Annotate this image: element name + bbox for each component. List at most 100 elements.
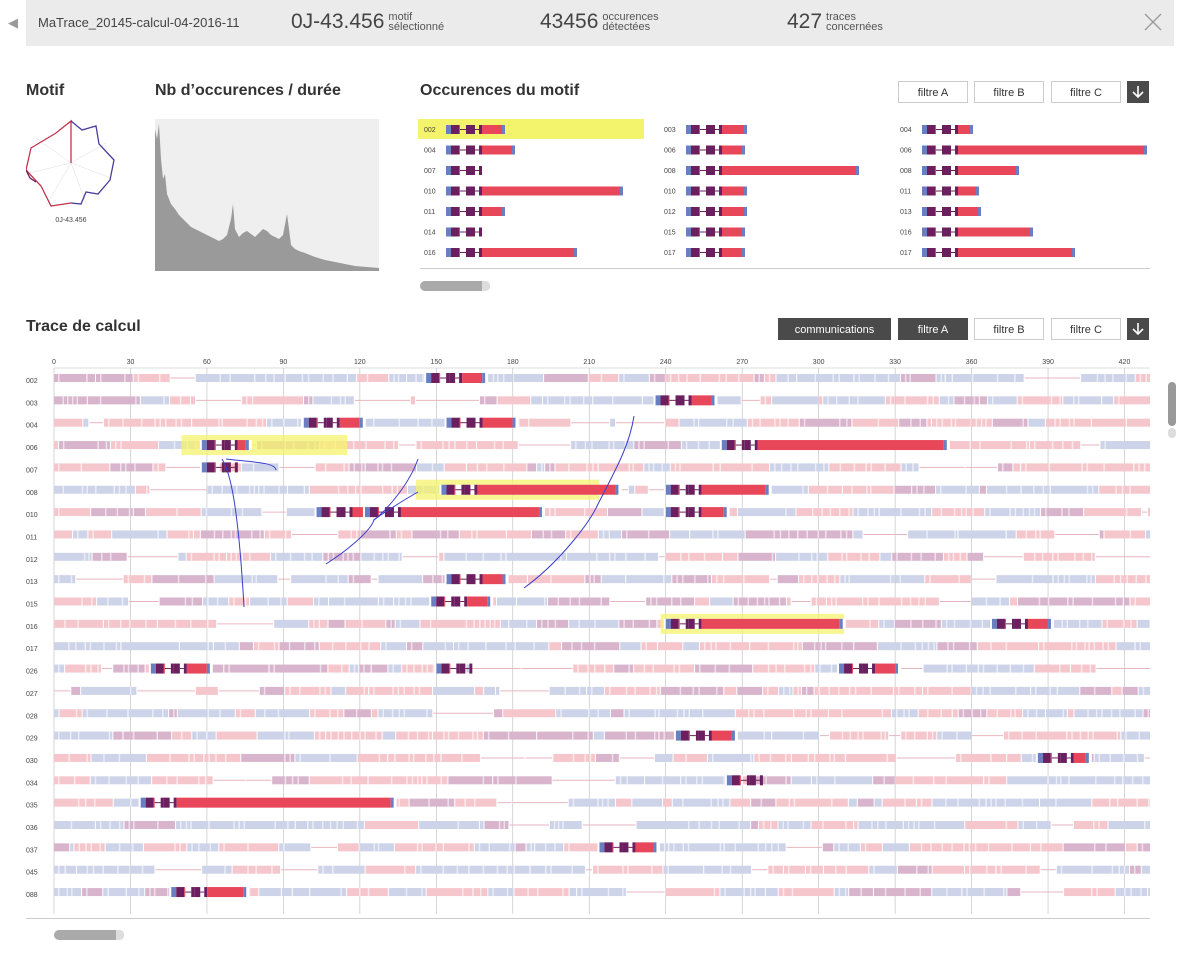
occ-download-button[interactable] [1127, 81, 1149, 103]
motif-occurrence[interactable] [663, 618, 846, 629]
motif-occurrence[interactable] [673, 730, 738, 741]
trace-row[interactable]: 002 [26, 374, 1150, 385]
trace-row[interactable]: 004 [26, 418, 1150, 430]
occurrences-label-2: détectées [602, 21, 651, 33]
communication-link [225, 458, 277, 471]
motif-occurrence[interactable] [444, 574, 509, 585]
occurrence-item[interactable]: 011 [900, 186, 979, 196]
occurrence-item[interactable]: 016 [424, 248, 577, 257]
motif-occurrence[interactable] [663, 507, 730, 518]
communications-toggle[interactable]: communications [778, 318, 891, 340]
occurrence-item[interactable]: 004 [424, 145, 515, 155]
trace-row[interactable]: 010 [26, 508, 1150, 519]
motif-occurrence[interactable] [444, 417, 519, 428]
occurrence-item[interactable]: 002 [418, 119, 644, 139]
trace-row[interactable]: 027 [26, 686, 1150, 698]
trace-row[interactable]: 017 [26, 642, 1150, 653]
occurrence-item[interactable]: 006 [900, 145, 1147, 155]
occurrence-item[interactable]: 017 [900, 248, 1075, 257]
trace-row[interactable]: 029 [26, 731, 1150, 743]
trace-row-label: 035 [26, 803, 38, 810]
motif-occurrence[interactable] [439, 484, 622, 495]
trace-row[interactable]: 003 [26, 396, 1150, 407]
occurrence-item[interactable]: 010 [424, 186, 623, 196]
occurrence-id: 013 [900, 209, 912, 216]
occurrence-item[interactable]: 004 [900, 125, 973, 134]
trace-row[interactable]: 028 [26, 709, 1150, 720]
motif-occurrence[interactable] [199, 440, 252, 451]
occurrence-item[interactable]: 003 [664, 125, 747, 134]
motif-label-2: sélectionné [388, 21, 445, 33]
trace-row[interactable]: 045 [26, 865, 1150, 877]
communication-link [221, 458, 245, 608]
motif-occurrence[interactable] [434, 663, 473, 674]
motif-occurrence[interactable] [653, 395, 718, 406]
motif-occurrence[interactable] [424, 373, 489, 383]
trace-row-label: 026 [26, 669, 38, 676]
occurrence-item[interactable]: 008 [900, 166, 1019, 175]
occurrence-id: 006 [664, 148, 676, 155]
occurrence-item[interactable]: 006 [664, 145, 745, 155]
occurrence-item[interactable]: 012 [664, 207, 747, 216]
occurrence-item[interactable]: 014 [424, 227, 482, 237]
trace-row-label: 012 [26, 557, 38, 564]
trace-row[interactable]: 034 [26, 776, 1150, 787]
motif-occurrence[interactable] [301, 417, 366, 428]
traces-label-2: concernées [826, 21, 883, 33]
occ-filter-c-button[interactable]: filtre C [1051, 81, 1121, 103]
triangle-left-icon: ◀ [8, 15, 18, 30]
histogram-chart [155, 119, 379, 271]
occurrence-item[interactable]: 007 [424, 166, 482, 175]
axis-tick-label: 330 [889, 359, 901, 366]
motif-occurrence[interactable] [989, 618, 1054, 629]
occurrence-item[interactable]: 013 [900, 207, 981, 216]
trace-download-button[interactable] [1127, 318, 1149, 340]
occurrence-item[interactable]: 015 [664, 227, 745, 237]
motif-occurrence[interactable] [663, 484, 772, 495]
occurrence-item[interactable]: 016 [900, 227, 1033, 237]
trace-row[interactable]: 030 [26, 753, 1150, 765]
occurrence-item[interactable]: 010 [664, 186, 747, 196]
motif-value: 0J-43.456 [291, 10, 385, 33]
occ-filter-a-button[interactable]: filtre A [898, 81, 968, 103]
trace-filter-a-button[interactable]: filtre A [898, 318, 968, 340]
axis-tick-label: 270 [736, 359, 748, 366]
motif-occurrence[interactable] [597, 842, 660, 853]
motif-occurrence[interactable] [429, 596, 494, 607]
trace-hscrollbar[interactable] [54, 930, 124, 940]
occurrences-hscrollbar[interactable] [420, 281, 490, 291]
occurrence-item[interactable]: 008 [664, 166, 859, 175]
motif-occurrence[interactable] [169, 887, 250, 898]
trace-row[interactable]: 036 [26, 821, 1150, 832]
histogram-title: Nb d’occurences / durée [155, 82, 341, 99]
trace-row[interactable]: 037 [26, 843, 1150, 854]
trace-row-label: 028 [26, 713, 38, 720]
motif-occurrence[interactable] [1035, 752, 1092, 763]
occ-filter-b-button[interactable]: filtre B [974, 81, 1044, 103]
motif-occurrence[interactable] [199, 462, 238, 473]
trace-vscrollbar[interactable] [1168, 382, 1176, 454]
motif-occurrence[interactable] [362, 507, 545, 518]
trace-row[interactable]: 013 [26, 575, 1150, 586]
trace-row-label: 027 [26, 691, 38, 698]
motif-occurrence[interactable] [719, 440, 950, 451]
back-button[interactable]: ◀ [0, 0, 26, 46]
trace-row[interactable]: 007 [26, 463, 1150, 474]
motif-occurrence[interactable] [138, 797, 397, 808]
occurrence-item[interactable]: 011 [424, 207, 505, 216]
motif-occurrence[interactable] [148, 663, 213, 674]
motif-occurrence[interactable] [724, 775, 763, 786]
trace-row[interactable]: 015 [26, 597, 1150, 609]
trace-title: Trace de calcul [26, 318, 141, 335]
occurrence-item[interactable]: 017 [664, 248, 745, 257]
close-button[interactable] [1140, 9, 1166, 35]
occurrence-id: 010 [424, 189, 436, 196]
motif-occurrence[interactable] [837, 663, 902, 674]
trace-row[interactable]: 011 [26, 530, 1150, 541]
trace-row[interactable]: 012 [26, 552, 1150, 564]
communication-link [523, 503, 599, 589]
trace-row[interactable]: 016 [26, 619, 1150, 631]
trace-row-label: 036 [26, 825, 38, 832]
trace-filter-c-button[interactable]: filtre C [1051, 318, 1121, 340]
trace-filter-b-button[interactable]: filtre B [974, 318, 1044, 340]
